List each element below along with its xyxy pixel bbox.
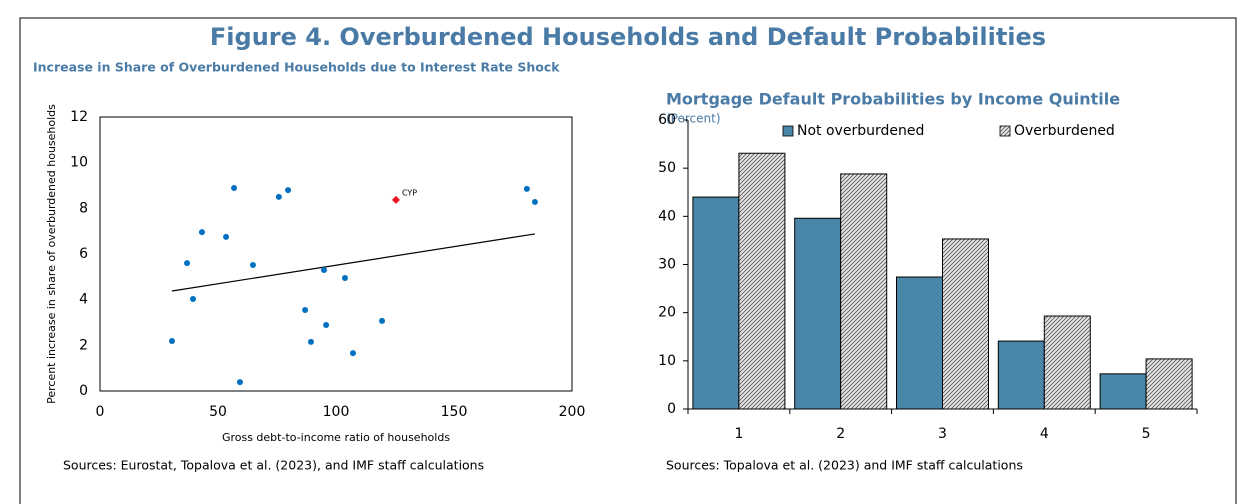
x-tick-label: 0 [96, 404, 105, 420]
point [231, 185, 238, 192]
y-tick-label: 10 [658, 353, 676, 369]
y-tick-label: 8 [79, 200, 88, 216]
y-tick-label: 20 [658, 305, 676, 321]
point [379, 317, 386, 324]
y-tick-label: 60 [658, 112, 676, 128]
point [249, 261, 256, 268]
x-tick-label: 3 [938, 426, 947, 442]
figure-title: Figure 4. Overburdened Households and De… [210, 23, 1046, 51]
point [302, 306, 309, 313]
x-tick-label: 1 [734, 426, 743, 442]
highlight-point [391, 195, 400, 204]
point [320, 266, 327, 273]
y-tick-label: 50 [658, 160, 676, 176]
x-tick-label: 50 [209, 404, 227, 420]
point [223, 233, 230, 240]
point [275, 193, 282, 200]
legend-swatch [999, 125, 1011, 137]
y-tick-label: 6 [79, 246, 88, 262]
bar [794, 217, 842, 410]
x-tick-label: 4 [1040, 426, 1049, 442]
x-tick-label: 150 [441, 404, 468, 420]
source: Sources: Eurostat, Topalova et al. (2023… [63, 458, 484, 473]
point [168, 337, 175, 344]
y-tick-label: 0 [667, 401, 676, 417]
point [323, 322, 330, 329]
point [531, 198, 538, 205]
point [523, 185, 530, 192]
point [341, 274, 348, 281]
y-tick-label: 2 [79, 337, 88, 353]
point [349, 350, 356, 357]
y-tick-label: 0 [79, 383, 88, 399]
point [236, 379, 243, 386]
frame [19, 17, 1237, 504]
y-axis-label: Percent increase in share of overburdene… [45, 104, 58, 404]
bar [942, 238, 989, 410]
x-tick-label: 200 [559, 404, 586, 420]
bar [1043, 315, 1091, 410]
legend-label: Not overburdened [797, 123, 924, 139]
source: Sources: Topalova et al. (2023) and IMF … [666, 458, 1023, 473]
point [307, 338, 314, 345]
plot-frame [99, 116, 573, 392]
y-tick-label: 12 [70, 109, 88, 125]
x-tick-label: 2 [836, 426, 845, 442]
chart-subtitle: (Percent) [666, 112, 721, 126]
y-tick-label: 10 [70, 155, 88, 171]
point-label: CYP [402, 188, 417, 197]
bar [896, 276, 943, 410]
point [198, 229, 205, 236]
bar [1099, 373, 1147, 410]
legend-swatch [782, 125, 794, 137]
y-tick-label: 30 [658, 257, 676, 273]
bar [692, 196, 740, 410]
trendline [171, 233, 536, 292]
point [285, 187, 292, 194]
chart-title: Increase in Share of Overburdened Househ… [33, 60, 560, 75]
bar [840, 173, 888, 410]
legend-label: Overburdened [1014, 123, 1115, 139]
bar [997, 340, 1045, 410]
bar [738, 152, 786, 410]
bar [1145, 358, 1193, 410]
x-tick-label: 5 [1142, 426, 1151, 442]
point [184, 260, 191, 267]
x-tick-label: 100 [323, 404, 350, 420]
y-tick-label: 40 [658, 208, 676, 224]
chart-title: Mortgage Default Probabilities by Income… [666, 90, 1120, 109]
x-axis-label: Gross debt-to-income ratio of households [222, 431, 450, 444]
point [189, 295, 196, 302]
y-tick-label: 4 [79, 292, 88, 308]
